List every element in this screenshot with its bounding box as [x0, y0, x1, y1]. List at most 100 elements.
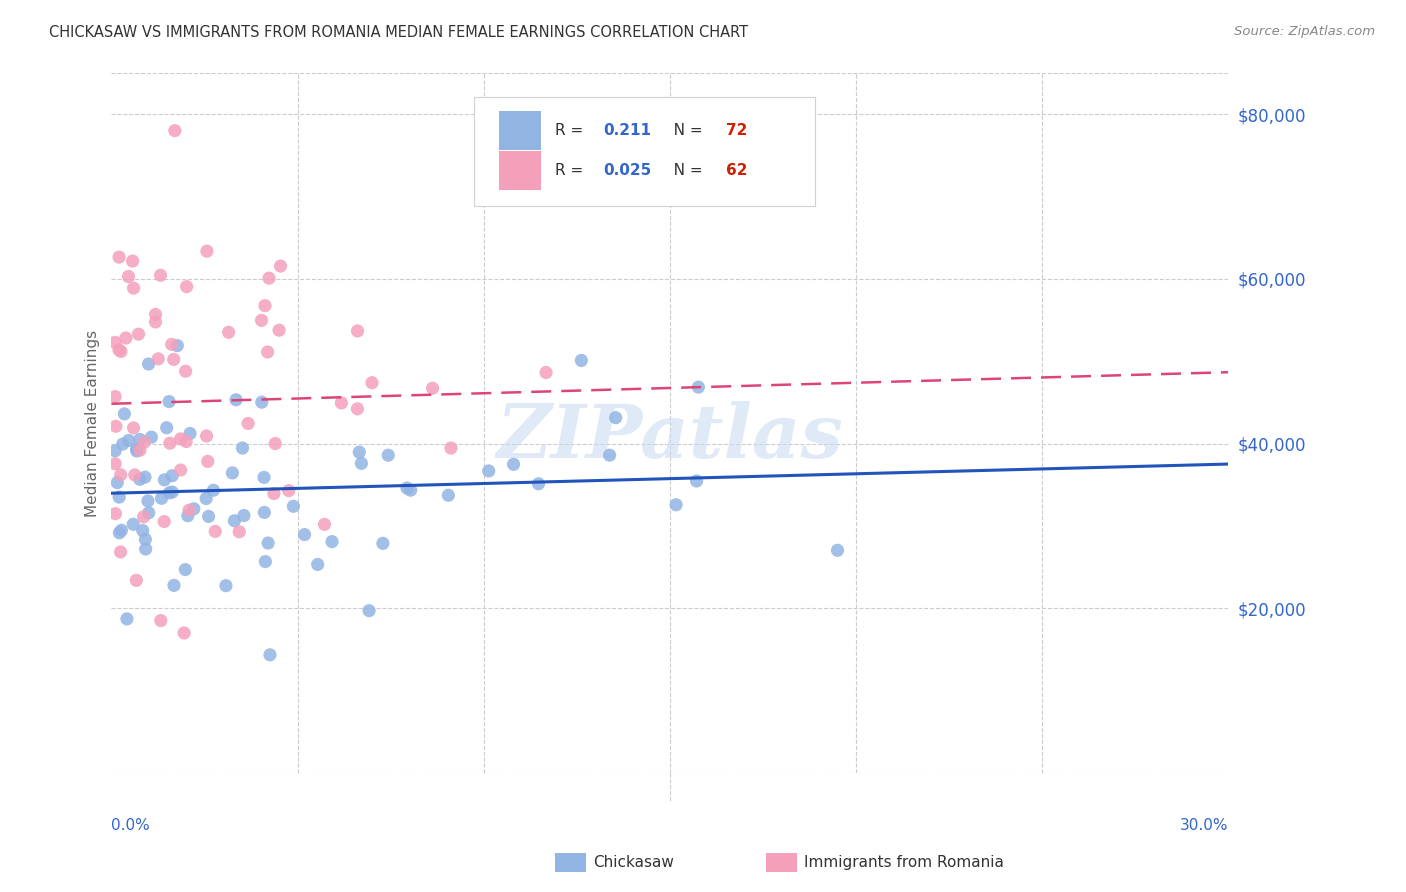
- Point: [224, 514, 246, 528]
- Point: [254, 555, 277, 569]
- Point: [141, 430, 163, 444]
- Point: [599, 448, 621, 462]
- Point: [157, 394, 180, 409]
- Point: [307, 558, 329, 572]
- Bar: [499, 112, 541, 150]
- Point: [283, 500, 305, 514]
- Point: [605, 410, 627, 425]
- Point: [253, 470, 276, 484]
- Point: [665, 498, 688, 512]
- Point: [277, 483, 299, 498]
- Text: Source: ZipAtlas.com: Source: ZipAtlas.com: [1234, 25, 1375, 38]
- Point: [169, 432, 191, 446]
- Point: [145, 308, 167, 322]
- Point: [149, 268, 172, 283]
- Text: 30.0%: 30.0%: [1180, 818, 1229, 833]
- Point: [121, 254, 143, 268]
- Text: ZIPatlas: ZIPatlas: [496, 401, 844, 474]
- Point: [179, 426, 201, 441]
- Point: [502, 458, 524, 472]
- Point: [108, 250, 131, 264]
- Point: [350, 456, 373, 470]
- Point: [321, 534, 343, 549]
- Point: [177, 503, 200, 517]
- Point: [128, 327, 150, 342]
- Point: [163, 578, 186, 592]
- Point: [294, 527, 316, 541]
- Text: 0.211: 0.211: [603, 123, 651, 138]
- Point: [156, 421, 179, 435]
- Point: [104, 390, 127, 404]
- Point: [157, 486, 180, 500]
- Point: [371, 536, 394, 550]
- Point: [110, 545, 132, 559]
- Point: [437, 488, 460, 502]
- Point: [215, 579, 238, 593]
- Point: [357, 604, 380, 618]
- Point: [233, 508, 256, 523]
- Point: [231, 441, 253, 455]
- Point: [122, 421, 145, 435]
- Text: N =: N =: [658, 123, 707, 138]
- Point: [135, 541, 157, 556]
- Point: [125, 444, 148, 458]
- Text: Immigrants from Romania: Immigrants from Romania: [804, 855, 1004, 870]
- Point: [195, 429, 218, 443]
- Point: [236, 417, 259, 431]
- Point: [112, 407, 135, 421]
- Point: [105, 475, 128, 490]
- Point: [148, 351, 170, 366]
- Point: [399, 483, 422, 498]
- Point: [134, 533, 156, 547]
- Point: [264, 436, 287, 450]
- Point: [176, 279, 198, 293]
- Point: [250, 313, 273, 327]
- Point: [110, 467, 132, 482]
- Point: [197, 454, 219, 468]
- Point: [160, 468, 183, 483]
- Point: [134, 470, 156, 484]
- Point: [569, 353, 592, 368]
- Text: CHICKASAW VS IMMIGRANTS FROM ROMANIA MEDIAN FEMALE EARNINGS CORRELATION CHART: CHICKASAW VS IMMIGRANTS FROM ROMANIA MED…: [49, 25, 748, 40]
- Point: [221, 466, 243, 480]
- Point: [204, 524, 226, 539]
- Point: [197, 509, 219, 524]
- Point: [395, 481, 418, 495]
- Point: [173, 626, 195, 640]
- Point: [346, 401, 368, 416]
- Point: [263, 486, 285, 500]
- Point: [195, 491, 218, 506]
- Point: [174, 434, 197, 449]
- Point: [202, 483, 225, 498]
- Bar: [499, 152, 541, 190]
- Point: [162, 485, 184, 500]
- Point: [145, 315, 167, 329]
- Point: [688, 380, 710, 394]
- Point: [124, 467, 146, 482]
- Point: [134, 435, 156, 450]
- Point: [104, 335, 127, 350]
- Text: 0.0%: 0.0%: [111, 818, 150, 833]
- Point: [422, 381, 444, 395]
- Point: [270, 259, 292, 273]
- Point: [330, 396, 353, 410]
- Point: [138, 357, 160, 371]
- Point: [174, 563, 197, 577]
- Point: [174, 364, 197, 378]
- Point: [160, 337, 183, 351]
- Point: [195, 244, 218, 259]
- Point: [129, 443, 152, 458]
- Text: Chickasaw: Chickasaw: [593, 855, 675, 870]
- Point: [122, 281, 145, 295]
- Point: [527, 476, 550, 491]
- Point: [128, 472, 150, 486]
- Point: [349, 445, 371, 459]
- Point: [117, 434, 139, 448]
- Point: [177, 508, 200, 523]
- Point: [108, 525, 131, 540]
- Point: [170, 463, 193, 477]
- Point: [128, 433, 150, 447]
- Point: [153, 515, 176, 529]
- Point: [163, 123, 186, 137]
- Point: [149, 614, 172, 628]
